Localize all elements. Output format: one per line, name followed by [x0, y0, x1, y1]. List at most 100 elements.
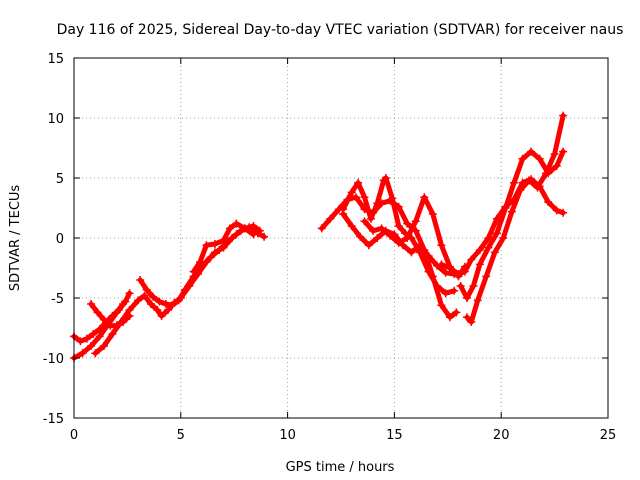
- series-arc-4: [91, 223, 269, 358]
- x-tick-label: 0: [70, 428, 78, 443]
- data-point-marker: [87, 300, 96, 308]
- data-point-marker: [125, 289, 134, 298]
- data-point-marker: [95, 332, 104, 341]
- data-point-marker: [445, 313, 454, 322]
- data-point-marker: [91, 349, 100, 358]
- data-point-marker: [225, 224, 234, 233]
- data-point-marker: [424, 267, 433, 276]
- data-point-marker: [460, 267, 469, 276]
- data-point-marker: [467, 255, 476, 264]
- data-point-marker: [433, 282, 442, 290]
- data-point-marker: [369, 226, 378, 235]
- data-point-marker: [377, 224, 386, 233]
- data-point-marker: [524, 176, 533, 185]
- data-series: [70, 111, 568, 362]
- data-point-marker: [381, 174, 390, 182]
- data-point-marker: [174, 296, 183, 305]
- series-arc-6: [189, 219, 258, 276]
- data-point-marker: [215, 246, 224, 254]
- data-point-marker: [437, 260, 446, 269]
- y-tick-label: -15: [43, 412, 64, 427]
- x-axis-label: GPS time / hours: [286, 460, 395, 475]
- data-point-marker: [507, 207, 516, 216]
- data-point-marker: [373, 199, 382, 208]
- data-point-marker: [403, 234, 412, 242]
- data-point-marker: [501, 204, 510, 212]
- data-point-marker: [210, 240, 219, 248]
- data-point-marker: [347, 188, 356, 197]
- data-point-marker: [475, 260, 484, 269]
- data-point-marker: [559, 111, 568, 120]
- data-point-marker: [469, 282, 478, 290]
- data-point-marker: [463, 294, 472, 302]
- data-point-marker: [510, 178, 519, 187]
- y-tick-label: 0: [56, 232, 64, 247]
- data-point-marker: [542, 169, 551, 178]
- data-point-marker: [492, 229, 501, 238]
- grid-lines: [74, 58, 608, 418]
- series-line: [92, 224, 267, 356]
- y-tick-label: 10: [47, 112, 64, 127]
- data-point-marker: [351, 193, 360, 202]
- data-point-marker: [424, 252, 433, 260]
- data-point-marker: [559, 147, 568, 156]
- chart-title: Day 116 of 2025, Sidereal Day-to-day VTE…: [57, 22, 624, 38]
- data-point-marker: [155, 297, 164, 306]
- data-point-marker: [518, 154, 527, 163]
- series-arc-5: [136, 222, 264, 310]
- data-point-marker: [206, 253, 215, 262]
- x-tick-label: 20: [493, 428, 510, 443]
- data-point-marker: [473, 296, 482, 305]
- series-line: [464, 113, 566, 325]
- data-point-marker: [219, 236, 228, 245]
- series-arc-11: [437, 175, 568, 278]
- series-line: [438, 176, 566, 277]
- data-point-marker: [454, 270, 463, 278]
- data-point-marker: [416, 241, 425, 250]
- data-point-marker: [108, 330, 117, 338]
- data-point-marker: [181, 285, 190, 294]
- data-point-marker: [360, 217, 369, 226]
- data-point-marker: [136, 276, 145, 284]
- data-point-marker: [535, 154, 544, 163]
- data-point-marker: [249, 222, 258, 230]
- data-point-marker: [232, 230, 241, 239]
- y-tick-label: 5: [56, 172, 64, 187]
- data-point-marker: [78, 349, 87, 358]
- data-point-marker: [354, 178, 363, 187]
- data-point-marker: [89, 330, 98, 338]
- data-point-marker: [161, 300, 170, 308]
- data-point-marker: [125, 306, 134, 314]
- data-point-marker: [394, 222, 403, 230]
- data-point-marker: [326, 214, 335, 223]
- data-point-marker: [411, 217, 420, 226]
- data-point-marker: [373, 234, 382, 242]
- x-tick-label: 5: [177, 428, 185, 443]
- data-point-marker: [356, 232, 365, 241]
- y-tick-label: -10: [43, 352, 64, 367]
- x-tick-label: 25: [600, 428, 617, 443]
- data-point-marker: [428, 210, 437, 218]
- data-point-marker: [255, 226, 264, 235]
- data-point-marker: [168, 301, 177, 310]
- data-point-marker: [260, 232, 269, 241]
- data-point-marker: [189, 267, 198, 276]
- data-point-marker: [441, 289, 450, 298]
- tick-labels: 0 5 10 15 20 25 -15 -10 -5 0 5 10 15: [43, 52, 617, 443]
- data-point-marker: [467, 318, 476, 326]
- data-point-marker: [482, 272, 491, 281]
- data-point-marker: [146, 300, 155, 308]
- data-point-marker: [475, 246, 484, 254]
- data-point-marker: [463, 313, 472, 322]
- axis-ticks: [73, 57, 609, 419]
- series-arc-7: [317, 193, 461, 322]
- data-point-marker: [550, 150, 559, 158]
- data-point-marker: [544, 198, 553, 206]
- data-point-marker: [119, 300, 128, 308]
- data-point-marker: [394, 238, 403, 247]
- data-point-marker: [484, 243, 493, 252]
- data-point-marker: [87, 342, 96, 350]
- data-point-marker: [99, 342, 108, 350]
- data-point-marker: [82, 334, 91, 343]
